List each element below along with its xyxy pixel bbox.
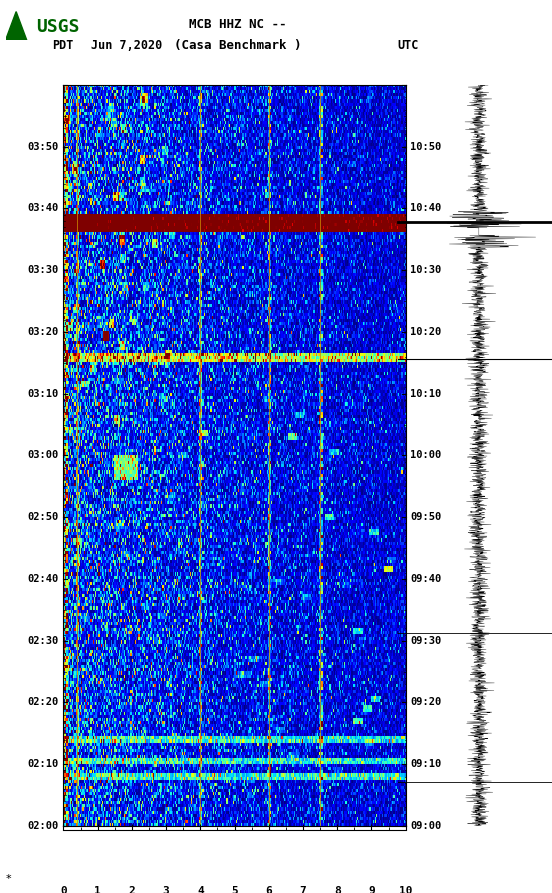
Text: 09:10: 09:10 (410, 759, 442, 769)
Text: 09:20: 09:20 (410, 697, 442, 707)
Text: 03:20: 03:20 (28, 327, 59, 337)
Text: 09:00: 09:00 (410, 821, 442, 831)
Text: USGS: USGS (36, 18, 79, 36)
Text: 02:20: 02:20 (28, 697, 59, 707)
Text: *: * (6, 874, 11, 884)
Text: 02:50: 02:50 (28, 513, 59, 522)
Text: (Casa Benchmark ): (Casa Benchmark ) (174, 38, 301, 52)
Text: 03:00: 03:00 (28, 450, 59, 461)
Text: 10:40: 10:40 (410, 204, 442, 213)
Text: 02:30: 02:30 (28, 636, 59, 646)
Text: 09:40: 09:40 (410, 574, 442, 584)
Text: 02:10: 02:10 (28, 759, 59, 769)
Text: 09:50: 09:50 (410, 513, 442, 522)
Text: MCB HHZ NC --: MCB HHZ NC -- (189, 18, 286, 31)
Polygon shape (6, 12, 26, 40)
Text: 03:10: 03:10 (28, 388, 59, 398)
Text: PDT: PDT (52, 38, 74, 52)
Text: 02:40: 02:40 (28, 574, 59, 584)
Text: 10:50: 10:50 (410, 142, 442, 152)
Text: 10:10: 10:10 (410, 388, 442, 398)
Text: 03:50: 03:50 (28, 142, 59, 152)
Text: 03:40: 03:40 (28, 204, 59, 213)
Text: Jun 7,2020: Jun 7,2020 (91, 38, 162, 52)
Text: 10:00: 10:00 (410, 450, 442, 461)
Text: 10:30: 10:30 (410, 265, 442, 275)
Text: 10:20: 10:20 (410, 327, 442, 337)
Text: 02:00: 02:00 (28, 821, 59, 831)
Text: 03:30: 03:30 (28, 265, 59, 275)
Text: 09:30: 09:30 (410, 636, 442, 646)
Text: UTC: UTC (397, 38, 419, 52)
